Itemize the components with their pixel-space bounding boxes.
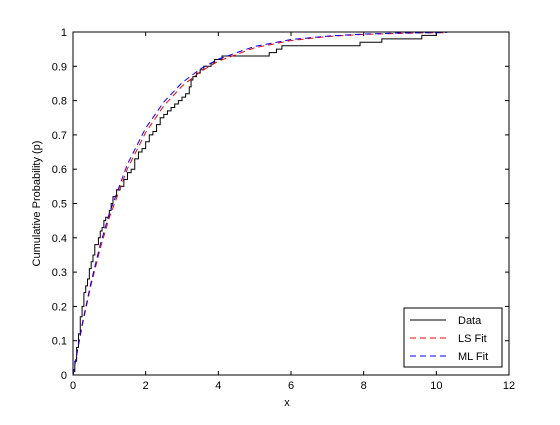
y-tick-label: 0.2 (52, 301, 67, 313)
x-axis-label: x (284, 397, 290, 409)
legend-label-ls-fit: LS Fit (458, 333, 487, 345)
series-layer (72, 31, 448, 376)
y-axis-label: Cumulative Probability (p) (31, 141, 43, 267)
legend: Data LS Fit ML Fit (403, 307, 503, 368)
y-tick-label: 0 (61, 370, 67, 382)
x-tick-label: 6 (288, 380, 294, 392)
x-tick-label: 2 (143, 380, 149, 392)
x-tick-label: 0 (70, 380, 76, 392)
y-tick-label: 1 (61, 27, 67, 39)
y-tick-label: 0.1 (52, 336, 67, 348)
x-tick-label: 8 (361, 380, 367, 392)
y-tick-label: 0.9 (52, 61, 67, 73)
x-tick-label: 4 (215, 380, 221, 392)
legend-label-ml-fit: ML Fit (458, 351, 488, 363)
axes-box (72, 31, 510, 376)
series-line-ml-fit (72, 31, 448, 376)
y-tick-label: 0.4 (52, 233, 67, 245)
series-line-data (72, 31, 448, 375)
legend-label-data: Data (458, 315, 482, 327)
y-tick-label: 0.6 (52, 164, 67, 176)
y-tick-label: 0.8 (52, 96, 67, 108)
y-tick-label: 0.3 (52, 267, 67, 279)
y-tick-label: 0.7 (52, 130, 67, 142)
x-tick-label: 12 (503, 380, 515, 392)
y-tick-label: 0.5 (52, 199, 67, 211)
x-tick-label: 10 (430, 380, 442, 392)
